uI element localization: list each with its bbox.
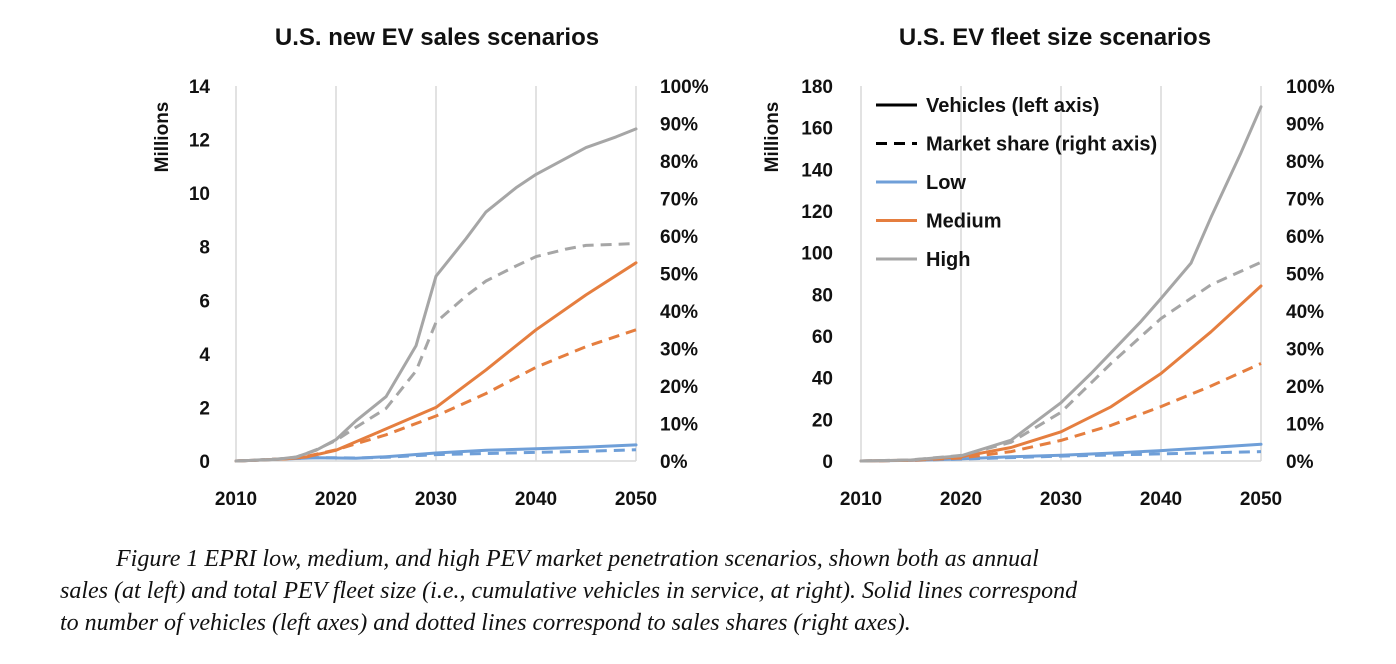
- y-tick-label: 6: [199, 291, 210, 312]
- y2-tick-label: 70%: [1286, 190, 1324, 211]
- y-tick-label: 20: [812, 410, 833, 431]
- x-tick-label: 2010: [215, 489, 257, 510]
- y2-tick-label: 40%: [660, 302, 698, 323]
- y-tick-label: 140: [801, 160, 833, 181]
- x-tick-label: 2040: [515, 489, 557, 510]
- fleet-chart: U.S. EV fleet size scenarios Millions 20…: [762, 24, 1335, 510]
- sales-chart: U.S. new EV sales scenarios Millions 201…: [152, 24, 709, 510]
- figure-canvas: U.S. new EV sales scenarios Millions 201…: [152, 24, 1335, 510]
- caption-line: to number of vehicles (left axes) and do…: [60, 610, 911, 636]
- y-tick-label: 2: [199, 398, 210, 419]
- series-line-high-share: [860, 260, 1262, 463]
- y-tick-label: 0: [199, 452, 210, 473]
- x-tick-label: 2020: [315, 489, 357, 510]
- y2-tick-label: 10%: [660, 415, 698, 436]
- chart-title: U.S. new EV sales scenarios: [275, 24, 599, 51]
- y-tick-label: 10: [189, 184, 210, 205]
- y-tick-label: 40: [812, 369, 833, 390]
- y2-tick-label: 0%: [1286, 452, 1314, 473]
- x-tick-label: 2010: [840, 489, 882, 510]
- y-tick-label: 160: [801, 119, 833, 140]
- y-tick-label: 60: [812, 327, 833, 348]
- y-tick-label: 0: [822, 452, 833, 473]
- series-line-low-share: [860, 450, 1262, 463]
- y2-tick-label: 100%: [1286, 77, 1335, 98]
- y2-tick-label: 10%: [1286, 415, 1324, 436]
- caption-line: Figure 1 EPRI low, medium, and high PEV …: [116, 546, 1039, 572]
- x-tick-label: 2040: [1140, 489, 1182, 510]
- x-tick-label: 2030: [415, 489, 457, 510]
- series-line-low-share: [235, 448, 637, 463]
- y2-tick-label: 80%: [660, 152, 698, 173]
- y2-tick-label: 30%: [1286, 340, 1324, 361]
- legend-label-medium: Medium: [926, 211, 1002, 233]
- legend: Vehicles (left axis) Market share (right …: [876, 95, 1157, 271]
- y-tick-label: 100: [801, 244, 833, 265]
- x-tick-label: 2050: [1240, 489, 1282, 510]
- x-tick-label: 2050: [615, 489, 657, 510]
- y2-tick-label: 90%: [660, 115, 698, 136]
- y2-tick-label: 40%: [1286, 302, 1324, 323]
- y2-tick-label: 0%: [660, 452, 688, 473]
- y2-tick-label: 60%: [660, 227, 698, 248]
- legend-label-share: Market share (right axis): [926, 134, 1157, 156]
- y-tick-label: 4: [199, 345, 210, 366]
- y2-tick-label: 50%: [660, 265, 698, 286]
- y2-tick-label: 90%: [1286, 115, 1324, 136]
- y-axis-label: Millions: [152, 102, 173, 173]
- series-line-medium-share: [860, 362, 1262, 463]
- y2-tick-label: 100%: [660, 77, 709, 98]
- chart-title: U.S. EV fleet size scenarios: [899, 24, 1211, 51]
- y2-tick-label: 20%: [1286, 377, 1324, 398]
- y-tick-label: 120: [801, 202, 833, 223]
- y2-tick-label: 20%: [660, 377, 698, 398]
- figure-caption: Figure 1 EPRI low, medium, and high PEV …: [60, 543, 1350, 639]
- y-tick-label: 180: [801, 77, 833, 98]
- legend-label-high: High: [926, 249, 970, 271]
- y2-tick-label: 80%: [1286, 152, 1324, 173]
- y-tick-label: 8: [199, 238, 210, 259]
- legend-label-vehicles: Vehicles (left axis): [926, 95, 1099, 117]
- y-tick-label: 12: [189, 131, 210, 152]
- y2-tick-label: 70%: [660, 190, 698, 211]
- x-tick-label: 2030: [1040, 489, 1082, 510]
- y-tick-label: 14: [189, 77, 211, 98]
- y2-tick-label: 50%: [1286, 265, 1324, 286]
- caption-line: sales (at left) and total PEV fleet size…: [60, 578, 1078, 604]
- y-tick-label: 80: [812, 285, 833, 306]
- series-line-high-share: [235, 242, 637, 463]
- y-axis-label: Millions: [762, 102, 783, 173]
- y2-tick-label: 60%: [1286, 227, 1324, 248]
- x-tick-label: 2020: [940, 489, 982, 510]
- legend-label-low: Low: [926, 172, 966, 194]
- y2-tick-label: 30%: [660, 340, 698, 361]
